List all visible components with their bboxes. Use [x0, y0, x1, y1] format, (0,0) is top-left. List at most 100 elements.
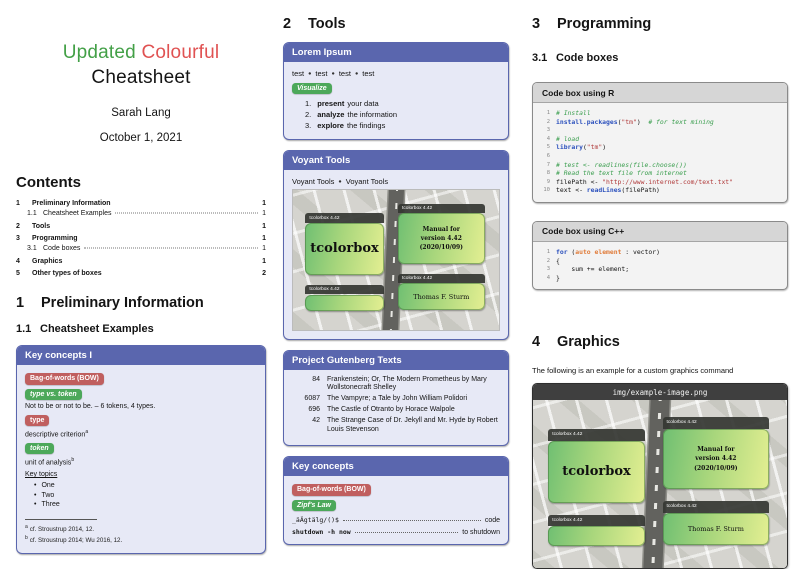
code-token: {	[556, 256, 560, 265]
text-title-cell: The Vampyre; a Tale by John William Poli…	[327, 395, 468, 402]
topic-label: Two	[41, 491, 55, 499]
toc-entry-2[interactable]: 2 Tools 1	[16, 223, 266, 232]
tcolorbox-author-box: Thomas F. Sturm	[662, 512, 770, 545]
subsection-number: 3.1	[532, 52, 548, 64]
footnote-mark-b: b	[25, 534, 28, 541]
box-title: Key concepts	[284, 456, 508, 476]
toc-entry-3-1[interactable]: 3.1 Code boxes 1	[16, 245, 266, 254]
bullet-list-item: • Two	[25, 491, 257, 501]
toc-entry-5[interactable]: 5 Other types of boxes 2	[16, 270, 266, 279]
code-line: 8 # Read the text file from internet	[541, 169, 779, 178]
key-concepts-2-box: Key concepts Bag-of-words (BOW) Zipf's L…	[283, 455, 509, 545]
item-text: test	[292, 69, 305, 78]
description-item: _äÄgtälg/()$ code	[292, 516, 500, 524]
toc-leader	[115, 212, 259, 214]
line-number: 1	[546, 110, 550, 116]
code-token: library	[556, 143, 583, 152]
example-image-frame: img/example-image.png tcolorbox 4.42 tco…	[532, 383, 788, 569]
section-title: Graphics	[557, 334, 620, 351]
item-text: test	[338, 69, 351, 78]
subsection-1-1-heading: 1.1 Cheatsheet Examples	[16, 323, 266, 335]
code-line: 5 library("tm")	[541, 143, 779, 152]
toc-entry-1-1[interactable]: 1.1 Cheatsheet Examples 1	[16, 210, 266, 219]
image-version-strip: tcolorbox 4.42	[305, 213, 384, 224]
code-text: install.packages("tm") # for text mining	[556, 118, 714, 127]
subsection-title: Code boxes	[556, 52, 619, 64]
section-number: 2	[283, 16, 292, 32]
badge-token: token	[25, 442, 54, 455]
image-version-strip: tcolorbox 4.42	[305, 284, 384, 295]
topic-label: Three	[41, 501, 60, 509]
text-id-cell: 42	[312, 417, 320, 424]
line-number: 7	[546, 161, 550, 168]
title-word-updated: Updated	[62, 42, 136, 63]
code-token: auto	[575, 247, 591, 256]
tcolorbox-manual-box: Manual for version 4.42 (2020/10/09)	[398, 213, 485, 264]
code-token: (	[582, 143, 587, 152]
badge-bag-of-words: Bag-of-words (BOW)	[292, 484, 371, 496]
section-1-heading: 1 Preliminary Information	[16, 295, 266, 311]
tcolorbox-small-box	[548, 526, 645, 547]
code-text: text <- readLines(filePath)	[556, 186, 660, 195]
image-version-strip: tcolorbox 4.42	[662, 417, 770, 429]
bullet-separator-icon: ●	[354, 71, 359, 78]
item-rest: your data	[347, 98, 379, 108]
toc-page-number: 1	[262, 222, 266, 230]
toc-label: Graphics	[32, 257, 63, 265]
description-text: code	[484, 517, 500, 524]
toc-entry-1[interactable]: 1 Preliminary Information 1	[16, 200, 266, 209]
code-token: "tm"	[621, 117, 637, 126]
image-version-strip: tcolorbox 4.42	[548, 428, 645, 441]
column-middle: 2 Tools Lorem Ipsum test ● test ● test ● test …	[283, 10, 509, 553]
code-token: # Install	[556, 109, 591, 117]
description-text: to shutdown	[462, 528, 500, 536]
box-body: 84 Frankenstein; Or, The Modern Prometheu…	[284, 370, 508, 445]
badge-bag-of-words: Bag-of-words (BOW)	[25, 373, 104, 385]
code-token: (	[617, 117, 622, 126]
toc-entry-3[interactable]: 3 Programming 1	[16, 235, 266, 244]
code-line: 4 # load	[541, 135, 779, 144]
description-term: shutdown -h now	[292, 527, 351, 536]
code-text	[556, 152, 560, 161]
footnote-text: cf. Stroustrup 2014, 12.	[29, 525, 95, 533]
footnote-mark-a: a	[25, 523, 28, 530]
code-token: # for text mining	[648, 117, 714, 126]
section-3-heading: 3 Programming	[532, 16, 788, 32]
code-line: 1 # Install	[541, 109, 779, 118]
voyant-example-image: tcolorbox 4.42 tcolorbox tcolorbox 4.42 …	[292, 188, 500, 331]
box-title: Project Gutenberg Texts	[284, 350, 508, 370]
item-text: Voyant Tools	[292, 176, 335, 186]
code-text: sum += element;	[556, 265, 629, 274]
line-number: 5	[546, 144, 550, 151]
bullet-separator-icon: ●	[331, 71, 335, 78]
item-keyword: present	[317, 98, 345, 108]
tcolorbox-small-box	[305, 294, 384, 312]
item-text: test	[315, 69, 328, 78]
item-number: 3.	[305, 120, 312, 130]
line-number: 9	[546, 178, 550, 185]
line-number: 6	[546, 152, 550, 159]
section-number: 1	[16, 294, 25, 311]
code-token: text <-	[556, 186, 587, 195]
text-title-cell: Frankenstein; Or, The Modern Prometheus …	[327, 375, 487, 392]
code-token: )	[602, 143, 607, 152]
document-date: October 1, 2021	[99, 132, 183, 144]
section-4-heading: 4 Graphics	[532, 334, 788, 350]
line-number: 8	[546, 170, 550, 177]
key-topics-list: • One • Two • Three	[25, 481, 257, 510]
r-code-box: Code box using R 1 # Install 2 install.pack…	[532, 82, 788, 203]
cpp-code-box: Code box using C++ 1 for (auto element : …	[532, 220, 788, 291]
key-concepts-1-box: Key concepts I Bag-of-words (BOW) type v…	[16, 344, 266, 554]
toc-number: 5	[16, 270, 20, 277]
box-title: Key concepts I	[17, 345, 265, 365]
code-line: 3	[541, 126, 779, 135]
code-text: {	[556, 257, 560, 266]
toc-label: Tools	[32, 222, 51, 230]
text-id-cell: 6087	[304, 395, 320, 402]
key-topics-label: Key topics	[25, 471, 58, 479]
box-body: test ● test ● test ● test Visualize 1. present y…	[284, 62, 508, 139]
toc-entry-4[interactable]: 4 Graphics 1	[16, 258, 266, 267]
line-number: 4	[546, 274, 550, 281]
line-number: 3	[546, 266, 550, 273]
